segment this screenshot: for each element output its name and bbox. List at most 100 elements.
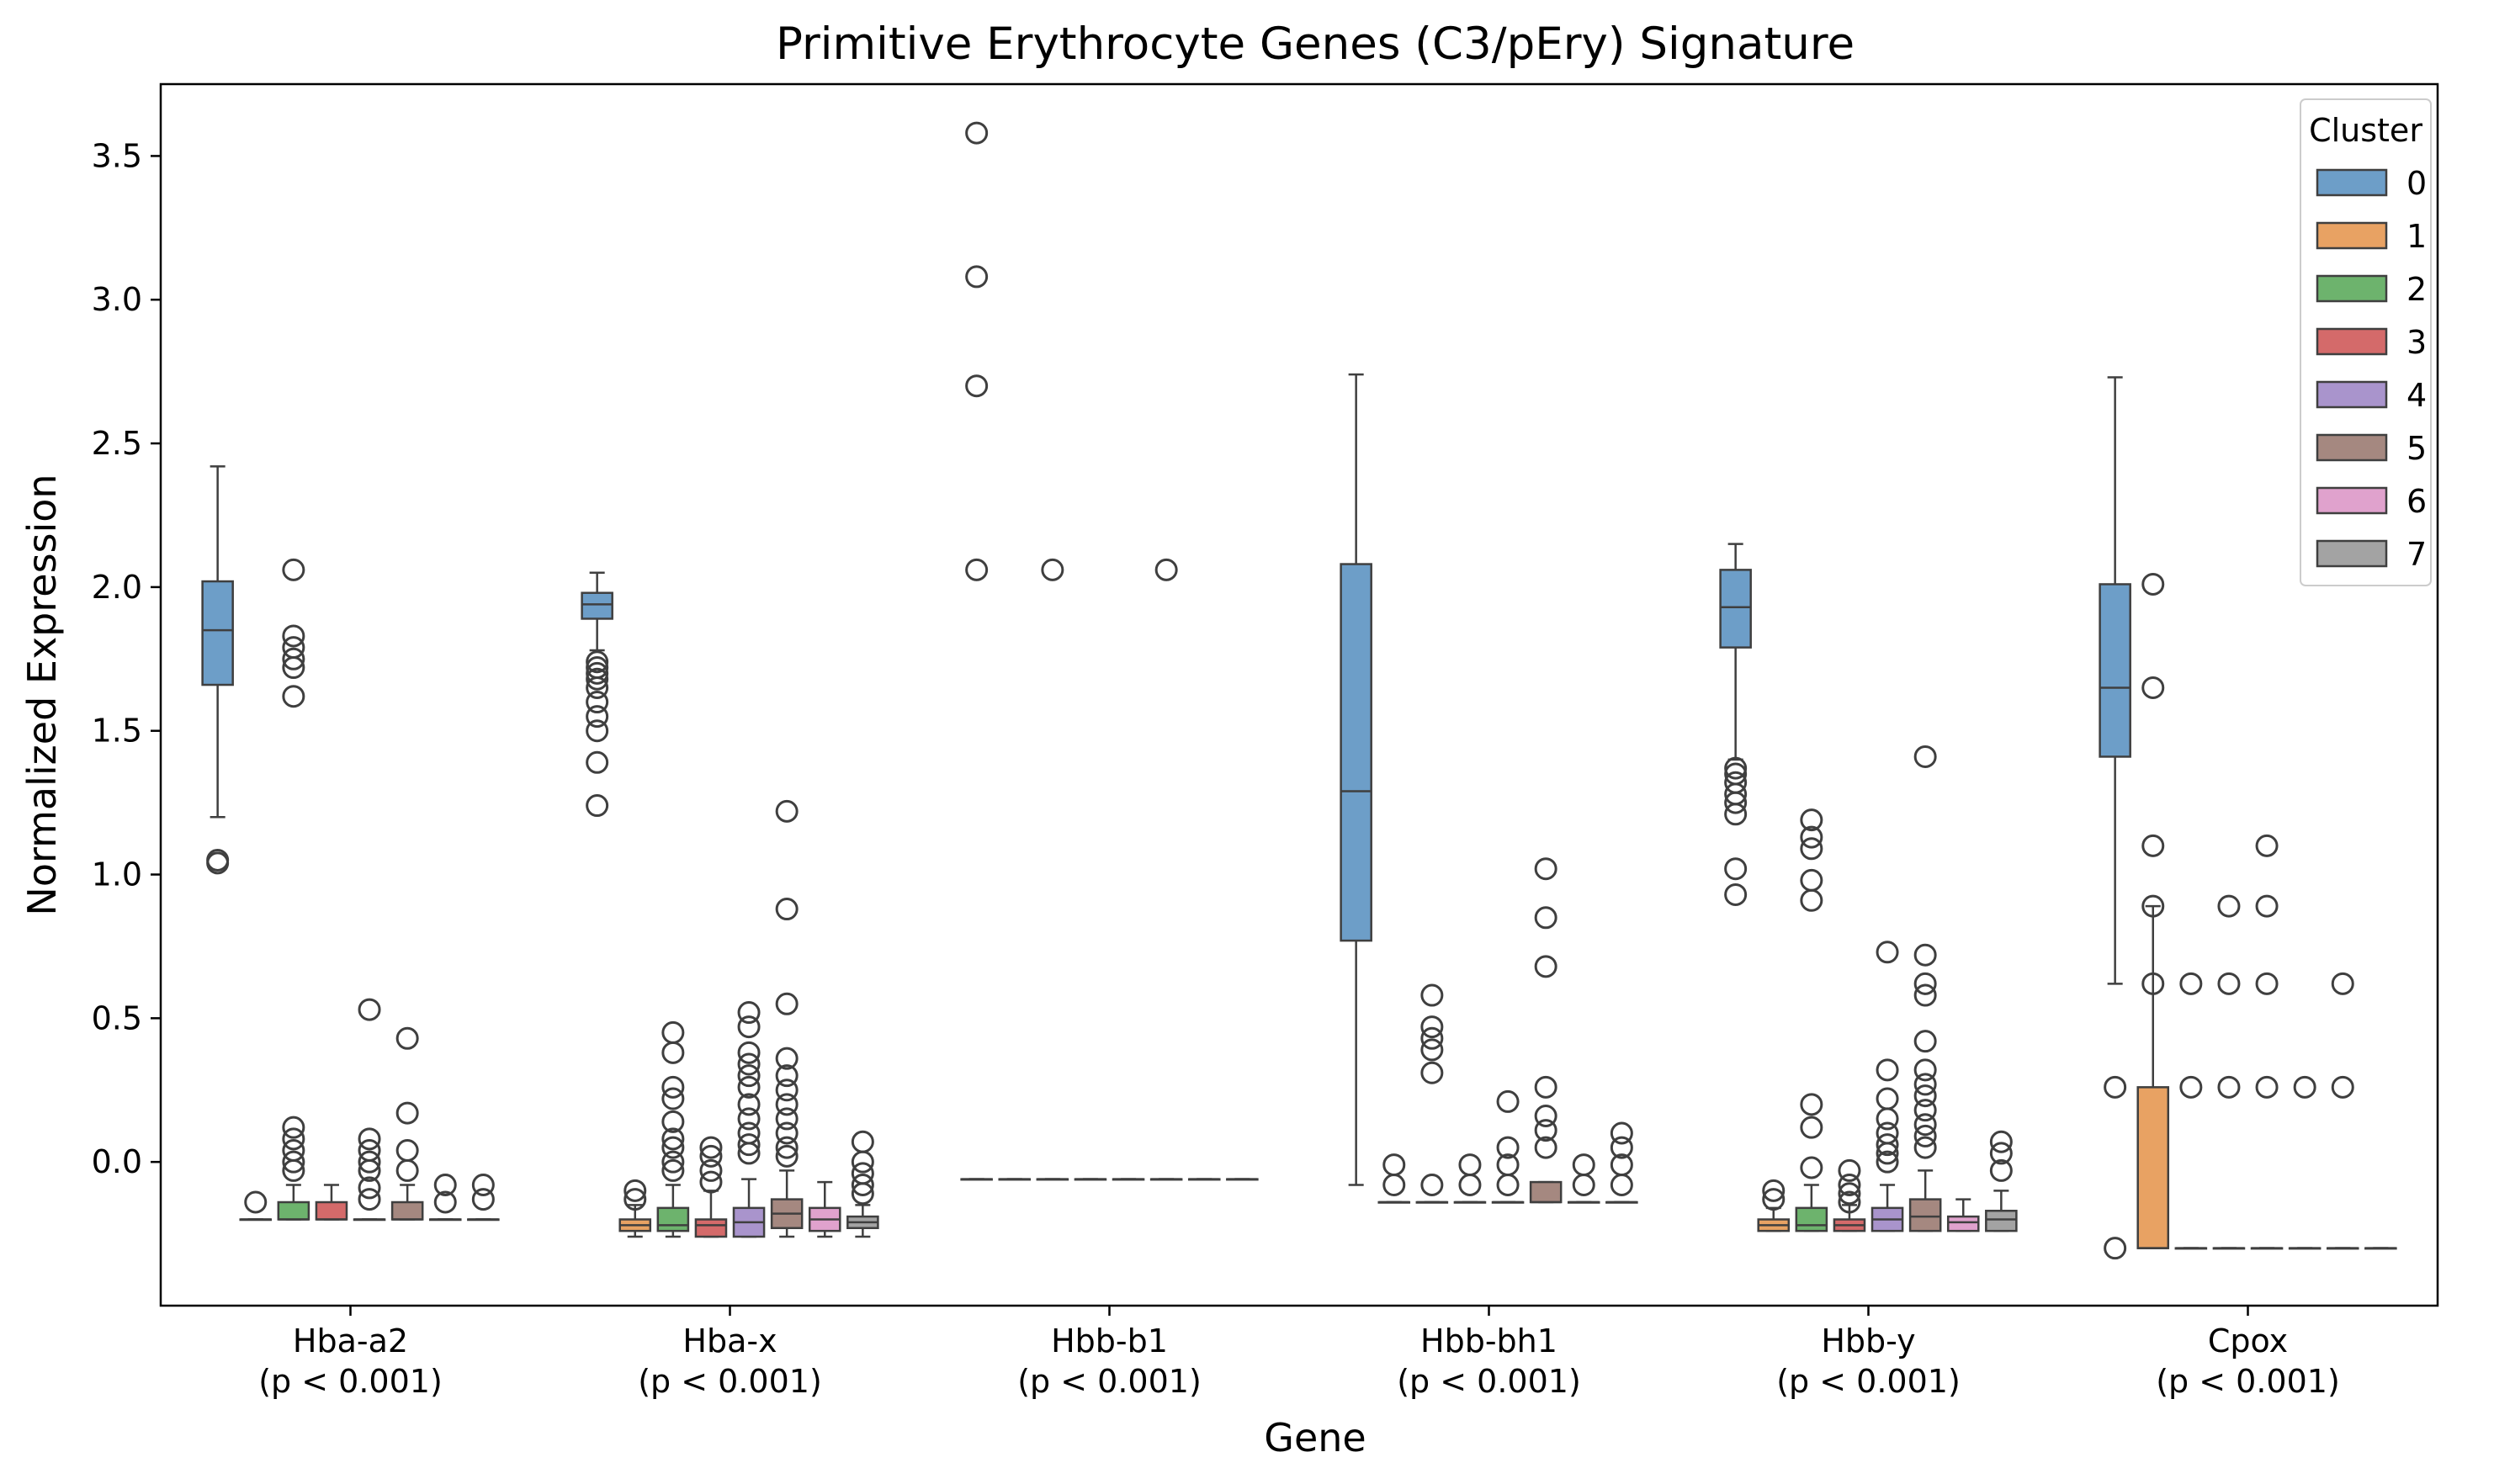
outlier-point xyxy=(775,1093,799,1116)
box xyxy=(201,580,234,686)
box-group-cluster-4 xyxy=(2250,834,2284,1250)
x-tick-label-gene: Hbb-bh1 xyxy=(1420,1322,1557,1359)
box-group-cluster-5 xyxy=(1149,558,1183,1181)
outlier-point xyxy=(737,1093,761,1116)
outlier-point xyxy=(2217,1075,2241,1099)
outlier-point xyxy=(851,1150,874,1174)
x-tick-label-pvalue: (p < 0.001) xyxy=(638,1363,822,1400)
box-group-cluster-7 xyxy=(846,1130,879,1238)
box xyxy=(1908,1198,1942,1232)
outlier-point xyxy=(395,1158,419,1182)
outlier-point xyxy=(1534,1105,1557,1128)
box xyxy=(1985,1210,2018,1232)
box-group-cluster-1 xyxy=(1377,1153,1411,1204)
outlier-point xyxy=(1876,1087,1899,1110)
x-tick-label-gene: Hba-a2 xyxy=(293,1322,408,1359)
x-tick-label-pvalue: (p < 0.001) xyxy=(2156,1363,2340,1400)
outlier-point xyxy=(1913,1084,1937,1108)
box-group-cluster-5 xyxy=(1908,745,1942,1232)
box-group-cluster-6 xyxy=(428,1174,462,1222)
outlier-point xyxy=(1534,1136,1557,1159)
outlier-point xyxy=(1496,1174,1520,1197)
outlier-point xyxy=(1610,1174,1633,1197)
outlier-point xyxy=(1496,1089,1520,1113)
outlier-point xyxy=(737,1075,761,1099)
outlier-point xyxy=(586,661,609,685)
outlier-point xyxy=(851,1162,874,1185)
box-group-cluster-7 xyxy=(1985,1130,2018,1232)
x-tick-label-pvalue: (p < 0.001) xyxy=(258,1363,443,1400)
box xyxy=(315,1200,348,1221)
box-group-cluster-5 xyxy=(770,799,804,1238)
box-group-cluster-1 xyxy=(2136,572,2170,1249)
box-group-cluster-1 xyxy=(239,1190,273,1222)
outlier-point xyxy=(2331,972,2354,995)
box xyxy=(1795,1206,1828,1232)
box-group-cluster-7 xyxy=(1226,1178,1259,1181)
legend-swatch-6 xyxy=(2316,486,2388,515)
x-tick-label-gene: Cpox xyxy=(2208,1322,2288,1359)
box-group-cluster-2 xyxy=(656,1020,690,1238)
outlier-point xyxy=(851,1182,874,1206)
box-group-cluster-6 xyxy=(1187,1178,1221,1181)
outlier-point xyxy=(358,1127,381,1151)
outlier-point xyxy=(282,558,305,581)
outlier-point xyxy=(1913,1124,1937,1147)
outlier-point xyxy=(1800,868,1823,892)
outlier-point xyxy=(2141,972,2165,995)
box-group-cluster-5 xyxy=(2288,1075,2322,1250)
outlier-point xyxy=(471,1174,495,1197)
box xyxy=(390,1200,424,1221)
box-group-cluster-3 xyxy=(1453,1153,1487,1204)
outlier-point xyxy=(1382,1153,1406,1177)
outlier-point xyxy=(965,121,989,145)
outlier-point xyxy=(699,1158,723,1182)
outlier-point xyxy=(1913,1073,1937,1096)
plot-area xyxy=(201,121,2397,1260)
outlier-point xyxy=(1876,1121,1899,1145)
box-group-cluster-6 xyxy=(2326,972,2359,1250)
outlier-point xyxy=(244,1190,268,1214)
outlier-point xyxy=(1913,1136,1937,1159)
box xyxy=(2099,583,2131,758)
outlier-point xyxy=(737,1142,761,1165)
outlier-point xyxy=(775,1047,799,1070)
outlier-point xyxy=(661,1020,685,1044)
box-group-cluster-4 xyxy=(1870,941,1904,1232)
box-group-cluster-1 xyxy=(1757,1179,1791,1232)
outlier-point xyxy=(1610,1136,1633,1159)
outlier-point xyxy=(1534,906,1557,930)
outlier-point xyxy=(1420,1061,1444,1084)
outlier-point xyxy=(1420,1026,1444,1050)
outlier-point xyxy=(1913,1058,1937,1082)
outlier-point xyxy=(586,691,609,714)
legend-label: 1 xyxy=(2406,218,2427,255)
outlier-point xyxy=(965,374,989,398)
outlier-point xyxy=(586,794,609,818)
box-group-cluster-4 xyxy=(732,1001,766,1238)
outlier-point xyxy=(1420,1015,1444,1039)
outlier-point xyxy=(1724,791,1748,814)
legend-label: 4 xyxy=(2406,377,2427,414)
outlier-point xyxy=(1838,1182,1861,1206)
outlier-point xyxy=(1534,1075,1557,1099)
outlier-point xyxy=(358,1188,381,1211)
box-group-cluster-7 xyxy=(467,1174,500,1222)
outlier-point xyxy=(358,1176,381,1200)
outlier-point xyxy=(1989,1130,2013,1153)
outlier-point xyxy=(2255,1075,2279,1099)
outlier-point xyxy=(358,998,381,1021)
outlier-point xyxy=(699,1136,723,1159)
outlier-point xyxy=(1458,1153,1482,1177)
x-axis-label: Gene xyxy=(1264,1415,1366,1460)
box-group-cluster-0 xyxy=(201,465,234,875)
outlier-point xyxy=(1458,1174,1482,1197)
outlier-point xyxy=(1913,745,1937,768)
legend-title: Cluster xyxy=(2309,112,2422,149)
box-group-cluster-2 xyxy=(1415,983,1449,1204)
outlier-point xyxy=(1876,1142,1899,1165)
box xyxy=(1946,1215,1980,1232)
outlier-point xyxy=(1913,1099,1937,1122)
legend-label: 5 xyxy=(2406,430,2427,467)
